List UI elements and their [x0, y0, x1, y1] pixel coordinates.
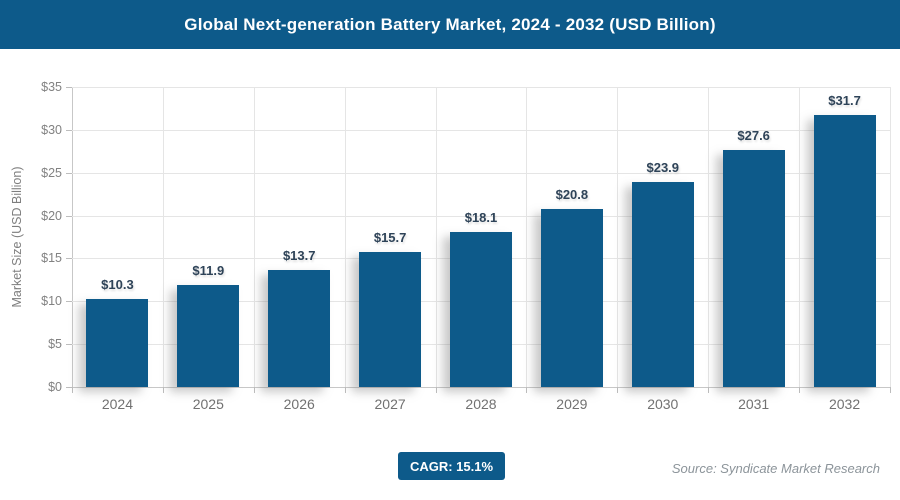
y-axis-line: [72, 87, 73, 387]
bar: [86, 298, 149, 387]
bar-value-label: $15.7: [373, 230, 407, 246]
v-gridline: [162, 87, 164, 387]
bar-value-label: $23.9: [646, 160, 680, 176]
plot-area: $0 $5 $10 $15 $20 $25 $30 $35 $10.3 2024 $11.9 2025…: [41, 80, 891, 412]
x-axis-line: [72, 387, 890, 388]
x-tick: [344, 387, 346, 393]
bar-value-label: $20.8: [555, 186, 589, 202]
bar: [177, 285, 240, 387]
x-category-label: 2027: [374, 396, 406, 412]
x-category-label: 2031: [738, 396, 770, 412]
y-tick-label: $25: [41, 165, 62, 180]
y-tick-label: $15: [41, 251, 62, 266]
source-note: Source: Syndicate Market Research: [671, 461, 880, 476]
v-gridline: [253, 87, 255, 387]
bar-value-label: $18.1: [464, 209, 498, 225]
y-tick-label: $0: [48, 380, 62, 394]
x-tick: [890, 387, 891, 393]
v-gridline: [799, 87, 801, 387]
bar: [268, 269, 331, 387]
y-tick-label: $5: [48, 337, 62, 352]
y-tick: [66, 344, 72, 346]
y-tick: [66, 387, 72, 388]
x-category-label: 2025: [192, 396, 224, 412]
x-category-label: 2029: [556, 396, 588, 412]
bar: [631, 182, 694, 387]
x-category-label: 2028: [465, 396, 497, 412]
chart-title: Global Next-generation Battery Market, 2…: [184, 14, 716, 34]
v-gridline: [890, 87, 891, 387]
y-tick-label: $10: [41, 294, 62, 309]
h-gridline: [72, 129, 890, 131]
bar-value-label: $13.7: [282, 247, 316, 263]
y-tick: [66, 129, 72, 131]
x-category-label: 2024: [101, 396, 134, 412]
x-tick: [72, 387, 73, 393]
bar-value-label: $31.7: [828, 93, 861, 109]
x-tick: [799, 387, 801, 393]
cagr-badge: CAGR: 15.1%: [398, 452, 505, 480]
bar: [813, 115, 876, 387]
x-tick: [253, 387, 255, 393]
v-gridline: [617, 87, 619, 387]
x-tick: [526, 387, 528, 393]
bar: [450, 231, 512, 387]
v-gridline: [526, 87, 528, 387]
y-axis-title: Market Size (USD Billion): [10, 166, 24, 308]
y-tick: [66, 172, 72, 174]
x-tick: [435, 387, 437, 393]
y-tick-label: $30: [41, 122, 62, 137]
y-tick-label: $35: [41, 80, 62, 94]
bar: [722, 150, 785, 387]
bar: [359, 252, 422, 387]
bar-value-label: $27.6: [737, 128, 770, 144]
x-category-label: 2026: [283, 396, 315, 412]
x-category-label: 2030: [647, 396, 679, 412]
bar-value-label: $10.3: [101, 276, 134, 292]
v-gridline: [708, 87, 710, 387]
v-gridline: [344, 87, 346, 387]
title-bar: Global Next-generation Battery Market, 2…: [0, 0, 900, 49]
x-tick: [617, 387, 619, 393]
v-gridline: [435, 87, 437, 387]
bar-value-label: $11.9: [192, 263, 225, 278]
x-tick: [162, 387, 164, 393]
x-tick: [708, 387, 710, 393]
x-category-label: 2032: [828, 396, 861, 412]
y-tick-label: $20: [41, 208, 62, 223]
h-gridline: [72, 215, 890, 217]
y-tick: [66, 301, 72, 303]
h-gridline: [72, 87, 890, 88]
bar: [540, 208, 603, 387]
y-tick: [66, 87, 72, 88]
y-tick: [66, 215, 72, 217]
h-gridline: [72, 172, 890, 174]
y-tick: [66, 258, 72, 260]
